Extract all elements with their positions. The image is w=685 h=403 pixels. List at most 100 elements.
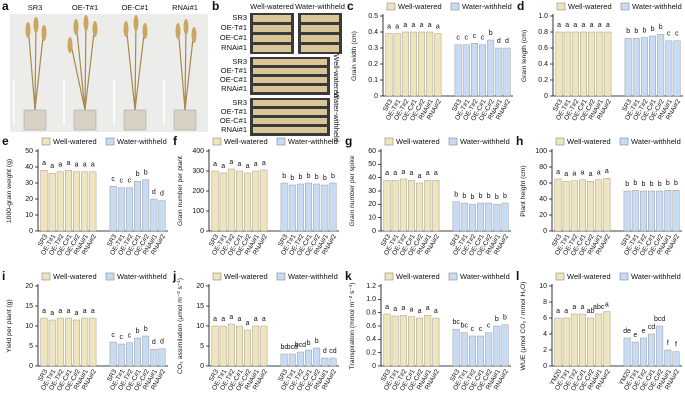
bar (632, 38, 640, 97)
significance-letter: a (590, 22, 594, 29)
bar (416, 182, 424, 232)
bar (109, 185, 117, 232)
bar (648, 190, 655, 232)
y-tick-label: 20 (196, 283, 204, 290)
significance-letter: b (454, 192, 458, 199)
y-tick-label: 0.6 (538, 45, 548, 52)
bar (393, 33, 401, 97)
significance-letter: d (160, 190, 164, 197)
significance-letter: a (246, 163, 250, 170)
y-tick-label: 30 (368, 188, 376, 195)
significance-letter: a (42, 160, 46, 167)
plant-label: OE-C#1 (121, 3, 148, 12)
y-tick-label: 100 (192, 208, 204, 215)
bar (554, 317, 562, 367)
significance-letter: b (136, 328, 140, 335)
bar (664, 349, 672, 367)
significance-letter: a (246, 320, 250, 327)
bar (587, 181, 595, 232)
bar (158, 200, 166, 232)
bar (468, 335, 476, 367)
legend-label: Well-watered (53, 137, 97, 146)
significance-letter: f (667, 340, 669, 347)
y-tick-label: 8 (543, 299, 547, 306)
significance-letter: b (307, 340, 311, 347)
y-tick-label: 0 (544, 93, 548, 100)
y-tick-label: 0.2 (538, 77, 548, 84)
legend-label: Water-withheld (460, 272, 510, 281)
significance-letter: cd (648, 324, 656, 331)
column-label: Well-watered (250, 2, 294, 11)
significance-letter: a (565, 22, 569, 29)
significance-letter: d (152, 189, 156, 196)
significance-letter: e (641, 328, 645, 335)
y-tick-label: 0 (200, 363, 204, 370)
bar (470, 43, 478, 97)
significance-letter: b (144, 326, 148, 333)
panel-label: d (517, 0, 524, 13)
significance-letter: a (237, 161, 241, 168)
significance-letter: a (418, 173, 422, 180)
plant (27, 17, 195, 111)
row-label: RNAi#1 (221, 43, 247, 52)
bar (639, 190, 647, 232)
bar (503, 47, 511, 97)
significance-letter: a (75, 162, 79, 169)
legend-swatch (212, 272, 222, 281)
panel-label: a (2, 0, 9, 13)
y-tick-label: 10 (196, 323, 204, 330)
significance-letter: a (395, 23, 399, 30)
significance-letter: a (91, 162, 95, 169)
bar (656, 325, 664, 367)
y-tick-label: 10 (25, 323, 33, 330)
bar (117, 187, 125, 232)
significance-letter: b (307, 173, 311, 180)
significance-letter: a (426, 170, 430, 177)
panel-label: f (173, 134, 178, 148)
y-axis-label: WUE (μmol CO₂ / mmol H₂O) (520, 282, 527, 371)
bar (288, 184, 296, 232)
significance-letter: c (465, 35, 469, 42)
y-tick-label: 0 (372, 228, 376, 235)
y-tick-label: 40 (368, 175, 376, 182)
significance-letter: a (581, 22, 585, 29)
y-tick-label: 15 (196, 303, 204, 310)
y-tick-label: 0 (372, 363, 376, 370)
bar (280, 353, 288, 367)
significance-letter: e (633, 332, 637, 339)
bar (493, 204, 501, 232)
bar (562, 317, 570, 367)
significance-letter: a (598, 22, 602, 29)
bar (219, 172, 227, 232)
y-tick-label: 20 (25, 283, 33, 290)
legend-swatch (276, 272, 286, 281)
significance-letter: a (58, 308, 62, 315)
y-tick-label: 0 (29, 363, 33, 370)
bar (603, 177, 611, 232)
y-tick-label: 0.2 (368, 61, 378, 68)
significance-letter: c (111, 176, 115, 183)
column-label: Water-withheld (295, 2, 345, 11)
bar (563, 31, 571, 97)
bar (321, 357, 329, 367)
significance-letter: b (625, 181, 629, 188)
y-tick-label: 0 (543, 363, 547, 370)
legend-label: Water-withheld (632, 2, 682, 11)
y-tick-label: 0 (29, 228, 33, 235)
bar (56, 317, 64, 367)
legend-swatch (212, 137, 222, 146)
y-tick-label: 20 (25, 196, 33, 203)
legend-swatch (105, 272, 115, 281)
legend-label: Water-withheld (117, 137, 167, 146)
significance-letter: a (564, 171, 568, 178)
significance-letter: bcd (295, 342, 306, 349)
legend-swatch (555, 272, 565, 281)
significance-letter: b (470, 194, 474, 201)
significance-letter: a (83, 308, 87, 315)
y-tick-label: 300 (192, 168, 204, 175)
significance-letter: a (50, 310, 54, 317)
y-tick-label: 0.8 (538, 29, 548, 36)
bar (416, 317, 424, 367)
bar (501, 202, 509, 232)
